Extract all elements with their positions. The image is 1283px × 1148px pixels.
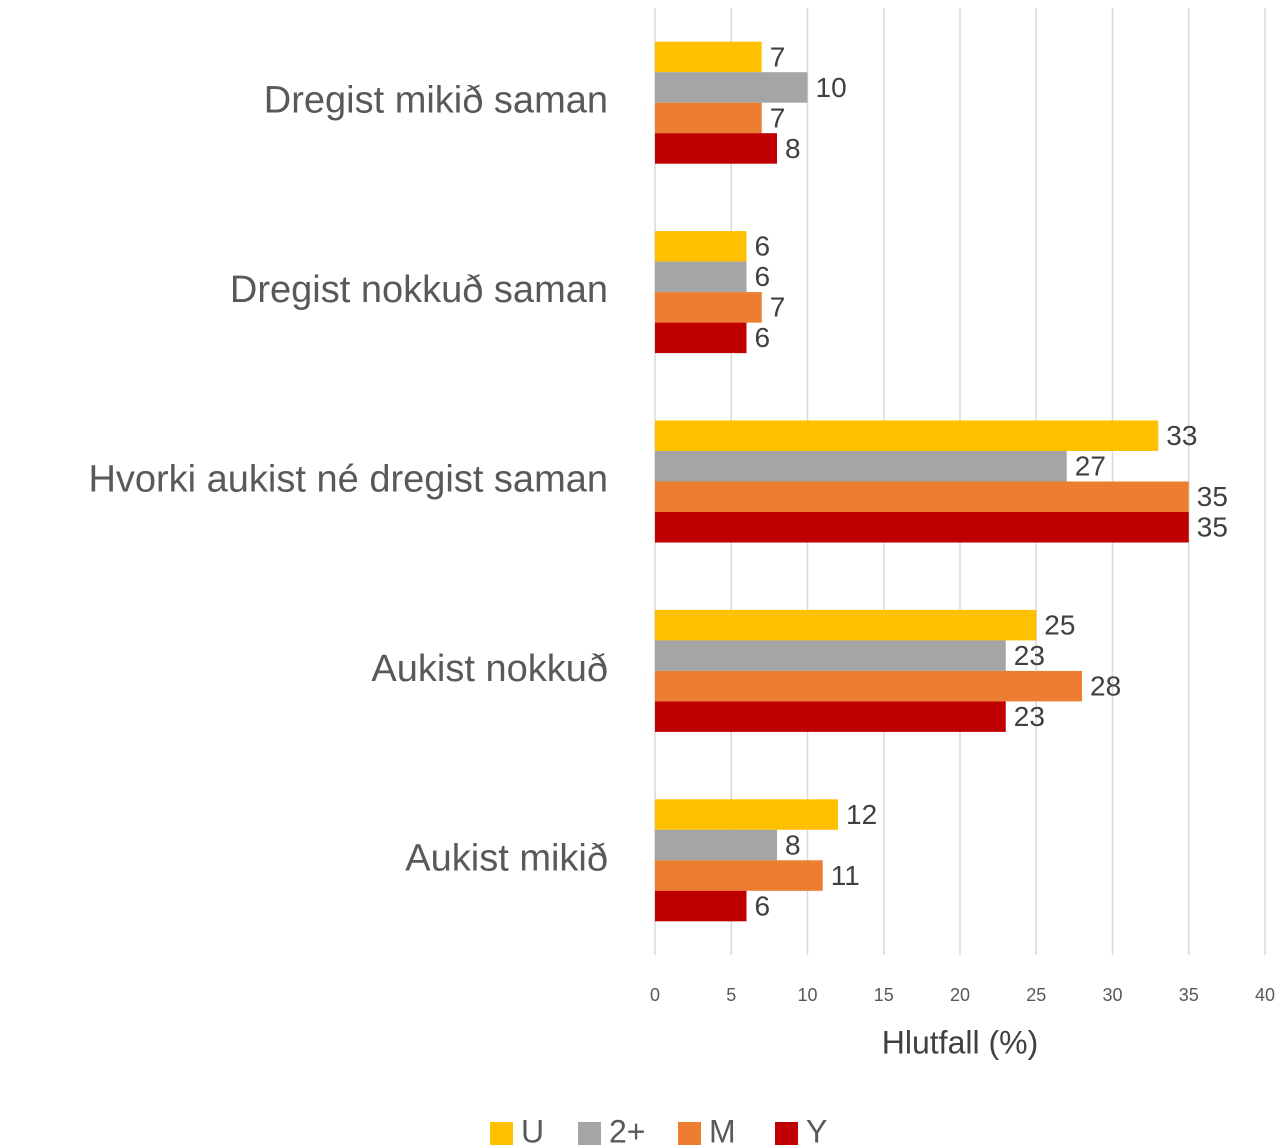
bar (655, 420, 1159, 451)
x-tick-label: 15 (874, 985, 894, 1005)
x-tick-label: 40 (1255, 985, 1275, 1005)
legend-swatch (678, 1122, 701, 1145)
category-label: Hvorki aukist né dregist saman (88, 459, 608, 501)
data-label: 28 (1090, 671, 1121, 702)
x-tick-label: 30 (1102, 985, 1122, 1005)
legend-label: Y (806, 1113, 827, 1148)
x-tick-label: 35 (1179, 985, 1199, 1005)
data-label: 6 (755, 890, 771, 921)
x-tick-label: 5 (726, 985, 736, 1005)
bar (655, 41, 762, 73)
category-label: Aukist mikið (405, 837, 608, 879)
data-label: 6 (755, 322, 771, 353)
x-axis-title: Hlutfall (%) (882, 1024, 1038, 1060)
data-label: 10 (816, 72, 847, 103)
category-label: Aukist nokkuð (371, 648, 608, 690)
data-label: 27 (1075, 451, 1106, 482)
data-label: 7 (770, 292, 786, 323)
bar (655, 829, 777, 861)
legend-swatch (490, 1122, 513, 1145)
x-tick-label: 0 (650, 985, 660, 1005)
bar (655, 609, 1037, 641)
data-label: 35 (1197, 512, 1228, 543)
category-label: Dregist mikið saman (264, 80, 608, 122)
legend-swatch (775, 1122, 798, 1145)
bar (655, 670, 1082, 702)
category-label: Dregist nokkuð saman (230, 269, 608, 311)
legend-label: 2+ (609, 1113, 645, 1148)
data-label: 6 (755, 231, 771, 262)
bar (655, 890, 747, 922)
data-label: 6 (755, 261, 771, 292)
data-label: 8 (785, 829, 801, 860)
data-label: 7 (770, 102, 786, 133)
data-label: 12 (846, 799, 877, 830)
bar (655, 640, 1006, 671)
bar (655, 261, 747, 293)
bar (655, 292, 762, 323)
data-label: 8 (785, 133, 801, 164)
data-label: 35 (1197, 481, 1228, 512)
bar (655, 322, 747, 354)
data-label: 7 (770, 41, 786, 72)
x-tick-label: 25 (1026, 985, 1046, 1005)
bar (655, 799, 838, 830)
data-label: 25 (1044, 610, 1075, 641)
bar (655, 72, 808, 103)
x-tick-label: 10 (797, 985, 817, 1005)
data-label: 23 (1014, 640, 1045, 671)
data-label: 33 (1166, 420, 1197, 451)
bar (655, 133, 777, 164)
legend-swatch (578, 1122, 601, 1145)
legend-label: U (521, 1113, 544, 1148)
bar (655, 481, 1189, 512)
bar (655, 701, 1006, 732)
bar (655, 512, 1189, 543)
bar (655, 451, 1067, 482)
bar (655, 102, 762, 134)
x-tick-label: 20 (950, 985, 970, 1005)
data-label: 11 (831, 860, 860, 891)
legend-label: M (709, 1113, 736, 1148)
bar (655, 231, 747, 262)
bar (655, 860, 823, 891)
data-label: 23 (1014, 701, 1045, 732)
